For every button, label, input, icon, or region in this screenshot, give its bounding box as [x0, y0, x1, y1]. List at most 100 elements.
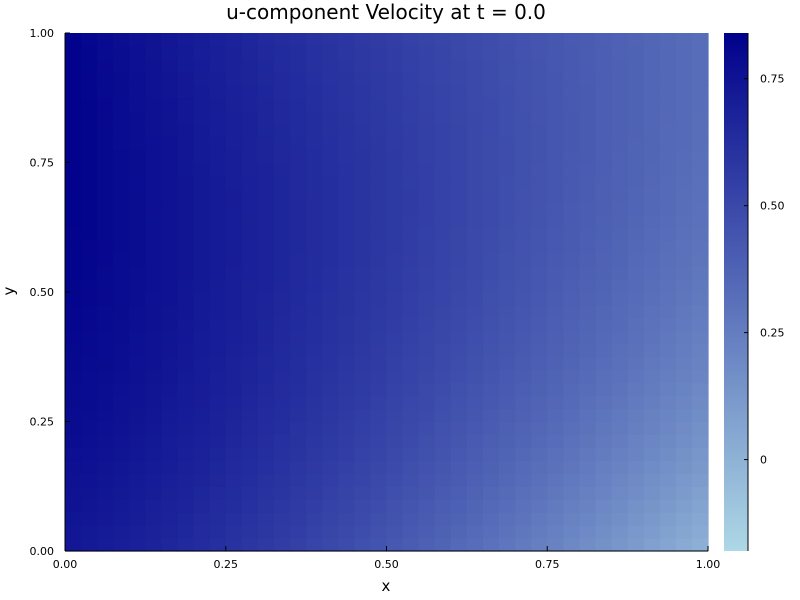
heatmap-cell: [65, 292, 82, 306]
heatmap-cell: [161, 279, 179, 293]
heatmap-cell: [611, 201, 629, 215]
heatmap-cell: [627, 512, 645, 526]
heatmap-cell: [161, 317, 179, 332]
heatmap-cell: [450, 447, 468, 461]
heatmap-cell: [531, 45, 548, 60]
heatmap-cell: [482, 525, 500, 539]
heatmap-cell: [482, 486, 500, 500]
heatmap-cell: [338, 201, 355, 215]
heatmap-cell: [659, 175, 677, 189]
heatmap-cell: [499, 369, 516, 384]
heatmap-cell: [466, 58, 484, 73]
heatmap-cell: [386, 525, 404, 539]
heatmap-cell: [322, 434, 339, 448]
heatmap-cell: [354, 58, 372, 73]
heatmap-cell: [65, 45, 82, 60]
heatmap-cell: [595, 486, 613, 500]
heatmap-cell: [65, 395, 82, 410]
heatmap-cell: [418, 499, 436, 513]
heatmap-cell: [306, 266, 323, 280]
heatmap-cell: [209, 525, 227, 539]
heatmap-cell: [402, 473, 420, 487]
heatmap-cell: [675, 525, 693, 539]
heatmap-cell: [627, 525, 645, 539]
heatmap-cell: [338, 343, 355, 358]
heatmap-cell: [627, 136, 645, 151]
heatmap-cell: [81, 123, 98, 138]
heatmap-cell: [306, 395, 323, 410]
heatmap-cell: [434, 266, 452, 280]
heatmap-cell: [338, 434, 355, 448]
heatmap-cell: [290, 97, 307, 112]
heatmap-cell: [273, 227, 291, 241]
heatmap-cell: [675, 123, 693, 138]
heatmap-cell: [338, 266, 355, 280]
heatmap-cell: [81, 395, 98, 410]
heatmap-cell: [611, 292, 629, 306]
heatmap-cell: [563, 33, 581, 47]
heatmap-cell: [675, 175, 693, 189]
heatmap-cell: [434, 292, 452, 306]
heatmap-cell: [675, 58, 693, 73]
heatmap-cell: [611, 71, 629, 86]
y-axis-label: y: [0, 286, 18, 295]
heatmap-cell: [418, 201, 436, 215]
heatmap-cell: [547, 45, 564, 60]
heatmap-cell: [81, 240, 98, 254]
heatmap-cell: [65, 330, 82, 345]
heatmap-cell: [579, 123, 597, 138]
heatmap-cell: [209, 512, 227, 526]
heatmap-cell: [579, 382, 597, 397]
heatmap-cell: [322, 460, 339, 474]
heatmap-cell: [547, 369, 564, 384]
heatmap-cell: [466, 317, 484, 332]
heatmap-cell: [273, 136, 291, 151]
heatmap-cell: [177, 434, 195, 448]
heatmap-cell: [322, 317, 339, 332]
heatmap-cell: [354, 71, 372, 86]
heatmap-cell: [273, 253, 291, 267]
heatmap-cell: [290, 240, 307, 254]
heatmap-cell: [675, 188, 693, 202]
heatmap-cell: [386, 447, 404, 461]
heatmap-cell: [402, 382, 420, 397]
heatmap-cell: [193, 382, 211, 397]
heatmap-cell: [659, 240, 677, 254]
heatmap-cell: [515, 227, 532, 241]
heatmap-cell: [306, 136, 323, 151]
heatmap-cell: [306, 421, 323, 436]
heatmap-cell: [691, 473, 709, 487]
heatmap-cell: [402, 486, 420, 500]
heatmap-cell: [129, 162, 146, 177]
heatmap-cell: [434, 97, 452, 112]
heatmap-cell: [691, 499, 709, 513]
heatmap-cell: [129, 84, 146, 99]
heatmap-cell: [370, 292, 388, 306]
heatmap-cell: [659, 356, 677, 371]
heatmap-cell: [563, 175, 581, 189]
heatmap-cell: [547, 162, 564, 177]
heatmap-cell: [193, 525, 211, 539]
heatmap-cell: [675, 227, 693, 241]
heatmap-cell: [161, 434, 179, 448]
heatmap-cell: [675, 45, 693, 60]
heatmap-cell: [386, 201, 404, 215]
heatmap-cell: [386, 227, 404, 241]
heatmap-cell: [531, 149, 548, 164]
heatmap-cell: [418, 214, 436, 228]
heatmap-cell: [579, 279, 597, 293]
heatmap-cell: [531, 408, 548, 423]
heatmap-cell: [563, 136, 581, 151]
heatmap-cell: [273, 71, 291, 86]
heatmap-cell: [338, 292, 355, 306]
heatmap-cell: [338, 421, 355, 436]
heatmap-cell: [579, 136, 597, 151]
heatmap-cell: [65, 356, 82, 371]
heatmap-cell: [338, 123, 355, 138]
heatmap-cell: [225, 279, 243, 293]
heatmap-cell: [627, 473, 645, 487]
heatmap-cell: [402, 408, 420, 423]
heatmap-cell: [65, 253, 82, 267]
heatmap-cell: [370, 460, 388, 474]
heatmap-cell: [611, 136, 629, 151]
